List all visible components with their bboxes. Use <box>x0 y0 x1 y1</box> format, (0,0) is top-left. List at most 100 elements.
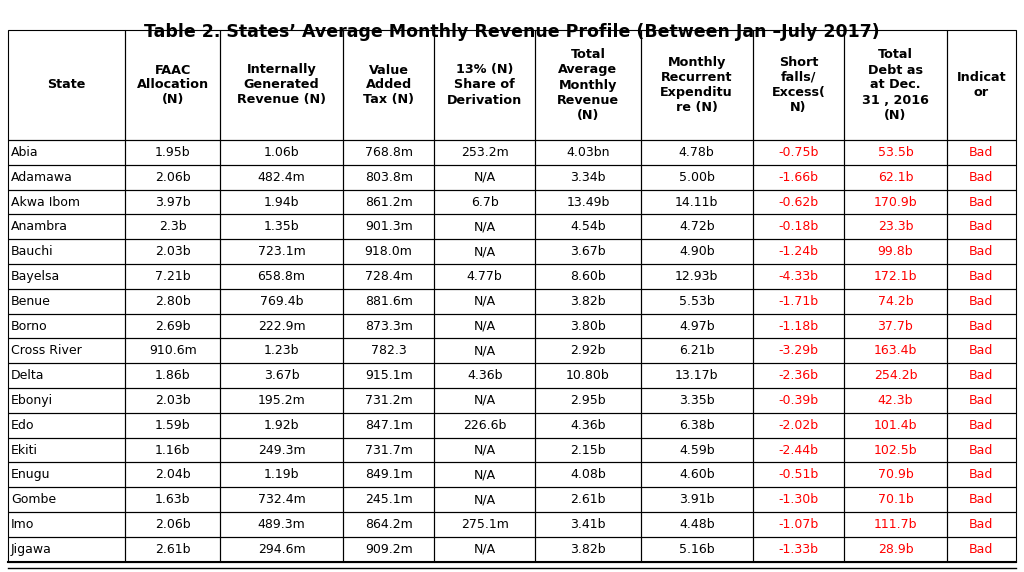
Text: 8.60b: 8.60b <box>570 270 606 283</box>
Bar <box>844 239 947 264</box>
Bar <box>641 264 753 289</box>
Bar <box>220 512 343 537</box>
Text: Ebonyi: Ebonyi <box>11 394 53 407</box>
Text: 4.78b: 4.78b <box>679 146 715 159</box>
Bar <box>535 313 641 339</box>
Bar <box>947 313 1016 339</box>
Text: 222.9m: 222.9m <box>258 320 305 332</box>
Text: 915.1m: 915.1m <box>365 369 413 382</box>
Bar <box>125 289 220 313</box>
Text: -1.07b: -1.07b <box>778 518 818 531</box>
Bar <box>343 313 434 339</box>
Text: 42.3b: 42.3b <box>878 394 913 407</box>
Bar <box>125 339 220 363</box>
Bar <box>125 413 220 438</box>
Bar <box>343 388 434 413</box>
Text: Internally
Generated
Revenue (N): Internally Generated Revenue (N) <box>237 63 326 106</box>
Bar <box>753 313 844 339</box>
Bar <box>220 264 343 289</box>
Bar <box>220 165 343 189</box>
Text: 1.95b: 1.95b <box>155 146 190 159</box>
Text: N/A: N/A <box>473 220 496 233</box>
Bar <box>220 413 343 438</box>
Text: -0.18b: -0.18b <box>778 220 818 233</box>
Text: 658.8m: 658.8m <box>257 270 305 283</box>
Text: -0.75b: -0.75b <box>778 146 818 159</box>
Bar <box>125 214 220 239</box>
Bar <box>125 189 220 214</box>
Bar <box>641 339 753 363</box>
Bar <box>343 487 434 512</box>
Text: N/A: N/A <box>473 443 496 456</box>
Bar <box>753 388 844 413</box>
Bar <box>8 388 125 413</box>
Text: Short
falls/
Excess(
N): Short falls/ Excess( N) <box>771 56 825 114</box>
Bar <box>8 239 125 264</box>
Bar <box>535 462 641 487</box>
Bar <box>641 165 753 189</box>
Text: 13% (N)
Share of
Derivation: 13% (N) Share of Derivation <box>447 63 522 106</box>
Bar <box>343 462 434 487</box>
Bar <box>753 537 844 562</box>
Text: 4.77b: 4.77b <box>467 270 503 283</box>
Text: Bad: Bad <box>969 394 993 407</box>
Bar <box>434 264 535 289</box>
Text: State: State <box>47 78 86 92</box>
Text: 2.04b: 2.04b <box>155 468 190 481</box>
Bar <box>220 388 343 413</box>
Bar <box>8 413 125 438</box>
Text: 909.2m: 909.2m <box>365 543 413 556</box>
Text: Bad: Bad <box>969 419 993 432</box>
Bar <box>947 537 1016 562</box>
Text: N/A: N/A <box>473 170 496 184</box>
Text: 249.3m: 249.3m <box>258 443 305 456</box>
Text: -2.44b: -2.44b <box>778 443 818 456</box>
Text: 2.61b: 2.61b <box>570 493 605 506</box>
Bar <box>641 388 753 413</box>
Text: 10.80b: 10.80b <box>566 369 609 382</box>
Bar <box>947 214 1016 239</box>
Bar <box>434 413 535 438</box>
Bar <box>753 239 844 264</box>
Bar <box>220 339 343 363</box>
Text: 170.9b: 170.9b <box>873 196 918 209</box>
Text: Bad: Bad <box>969 518 993 531</box>
Text: Enugu: Enugu <box>11 468 50 481</box>
Bar <box>8 140 125 165</box>
Bar <box>220 487 343 512</box>
Text: 728.4m: 728.4m <box>365 270 413 283</box>
Bar <box>753 413 844 438</box>
Bar <box>947 30 1016 140</box>
Text: 4.72b: 4.72b <box>679 220 715 233</box>
Text: Imo: Imo <box>11 518 35 531</box>
Text: Ekiti: Ekiti <box>11 443 38 456</box>
Bar <box>343 363 434 388</box>
Text: Bad: Bad <box>969 543 993 556</box>
Bar <box>535 512 641 537</box>
Text: 5.00b: 5.00b <box>679 170 715 184</box>
Text: 74.2b: 74.2b <box>878 295 913 308</box>
Bar <box>434 537 535 562</box>
Text: Bad: Bad <box>969 245 993 258</box>
Text: Bad: Bad <box>969 220 993 233</box>
Text: 3.97b: 3.97b <box>155 196 190 209</box>
Text: -1.30b: -1.30b <box>778 493 818 506</box>
Text: 2.03b: 2.03b <box>155 394 190 407</box>
Bar <box>641 30 753 140</box>
Bar <box>947 189 1016 214</box>
Bar <box>434 30 535 140</box>
Text: 254.2b: 254.2b <box>873 369 918 382</box>
Text: 901.3m: 901.3m <box>365 220 413 233</box>
Bar <box>535 438 641 462</box>
Bar <box>844 189 947 214</box>
Bar <box>220 189 343 214</box>
Bar <box>125 140 220 165</box>
Bar <box>947 462 1016 487</box>
Text: Monthly
Recurrent
Expenditu
re (N): Monthly Recurrent Expenditu re (N) <box>660 56 733 114</box>
Text: 2.92b: 2.92b <box>570 344 605 358</box>
Text: -2.02b: -2.02b <box>778 419 818 432</box>
Text: Delta: Delta <box>11 369 44 382</box>
Bar <box>844 438 947 462</box>
Bar <box>641 313 753 339</box>
Text: Total
Average
Monthly
Revenue
(N): Total Average Monthly Revenue (N) <box>557 49 618 121</box>
